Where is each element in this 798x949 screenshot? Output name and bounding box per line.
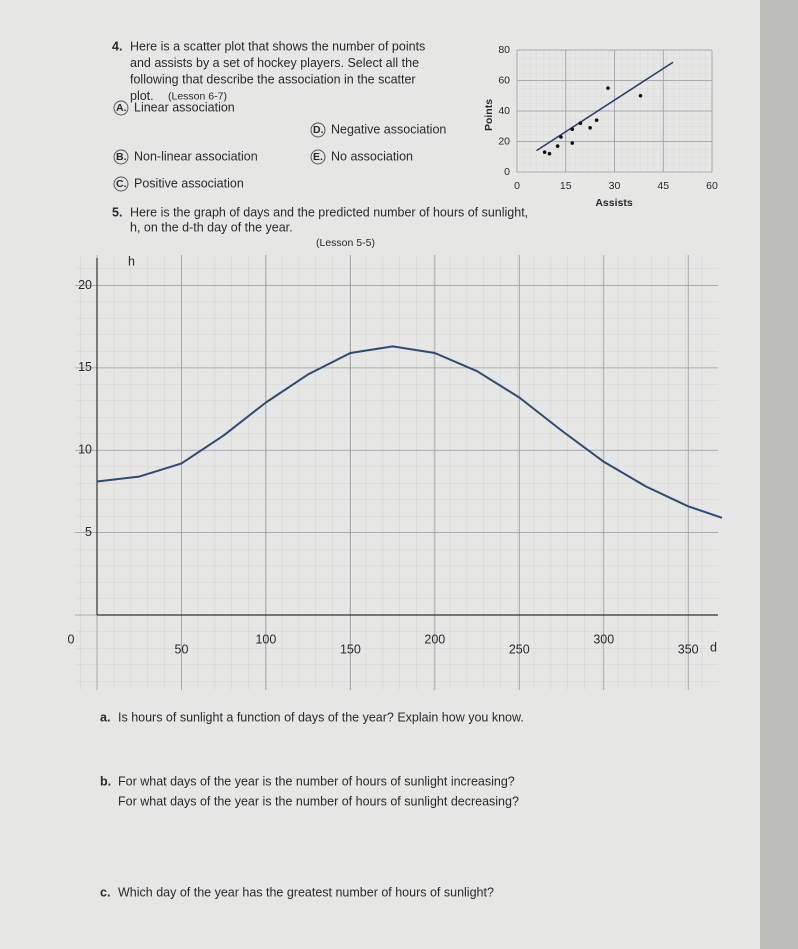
y-tick-label: 0 xyxy=(504,166,510,178)
option-circle xyxy=(113,176,129,192)
problem-text: Here is a scatter plot that shows the nu… xyxy=(130,39,425,53)
option-circle xyxy=(113,149,129,165)
option-circle xyxy=(113,100,129,116)
option-letter: A. xyxy=(116,102,127,114)
x-tick-label: 150 xyxy=(340,642,361,656)
y-axis-label: Points xyxy=(483,99,495,131)
x-axis-label: Assists xyxy=(595,197,633,209)
scatter-point xyxy=(559,135,563,139)
option-letter: D. xyxy=(313,124,324,136)
y-tick-label: 15 xyxy=(78,360,92,374)
x-tick-label: 200 xyxy=(424,632,445,646)
x-tick-label: 30 xyxy=(609,180,621,192)
problem-text: following that describe the association … xyxy=(130,72,416,86)
option-circle xyxy=(310,122,326,138)
question-letter: b. xyxy=(100,774,111,788)
scatter-point xyxy=(542,150,547,154)
question-letter: c. xyxy=(100,885,110,899)
scatter-point xyxy=(547,151,552,156)
scatter-point xyxy=(606,86,610,90)
option-text: Linear association xyxy=(134,100,235,114)
y-tick-label: 20 xyxy=(78,278,92,292)
problem-text: h, on the d-th day of the year. xyxy=(130,220,293,234)
scatter-point xyxy=(588,125,592,130)
option-circle xyxy=(310,149,326,165)
option-text: Negative association xyxy=(331,122,446,136)
question-letter: a. xyxy=(100,710,110,724)
y-axis-label: h xyxy=(128,254,135,268)
problem-number: 5. xyxy=(112,205,122,219)
problem-text: Here is the graph of days and the predic… xyxy=(130,205,528,219)
scatter-point xyxy=(555,144,560,148)
x-tick-label: 300 xyxy=(593,632,614,646)
option-letter: B. xyxy=(116,151,127,163)
trend-line xyxy=(536,61,674,152)
x-tick-label: 250 xyxy=(509,642,530,656)
question-text: Is hours of sunlight a function of days … xyxy=(118,710,524,724)
y-tick-label: 40 xyxy=(498,105,510,117)
x-tick-label: 0 xyxy=(68,632,75,646)
x-tick-label: 15 xyxy=(560,180,572,192)
y-tick-label: 5 xyxy=(85,525,92,539)
scatter-point xyxy=(578,121,583,125)
sunlight-curve xyxy=(96,345,723,519)
x-tick-label: 350 xyxy=(678,642,699,656)
problem-number: 4. xyxy=(112,39,122,53)
x-axis-label: d xyxy=(710,640,717,654)
lesson-ref: (Lesson 5-5) xyxy=(316,237,375,249)
question-text: For what days of the year is the number … xyxy=(118,794,519,808)
problem-text: plot. xyxy=(130,89,154,103)
y-tick-label: 60 xyxy=(498,74,510,86)
option-letter: C. xyxy=(116,178,127,190)
x-tick-label: 0 xyxy=(514,180,520,192)
option-letter: E. xyxy=(313,151,323,163)
option-text: Non-linear association xyxy=(134,149,258,163)
question-text: Which day of the year has the greatest n… xyxy=(118,885,494,899)
x-tick-label: 50 xyxy=(175,642,189,656)
x-tick-label: 60 xyxy=(706,180,718,192)
option-text: Positive association xyxy=(134,176,244,190)
y-tick-label: 20 xyxy=(498,135,510,147)
x-tick-label: 100 xyxy=(255,632,276,646)
option-text: No association xyxy=(331,149,413,163)
line-minor-grid xyxy=(75,255,718,690)
scatter-point xyxy=(594,118,599,122)
scatter-point xyxy=(638,93,643,98)
x-tick-label: 45 xyxy=(657,180,669,192)
y-tick-label: 10 xyxy=(78,443,92,457)
y-tick-label: 80 xyxy=(498,44,510,56)
lesson-ref: (Lesson 6-7) xyxy=(168,90,227,102)
problem-text: and assists by a set of hockey players. … xyxy=(130,56,419,70)
scatter-point xyxy=(570,141,575,145)
scatter-point xyxy=(570,127,575,132)
question-text: For what days of the year is the number … xyxy=(118,774,515,788)
